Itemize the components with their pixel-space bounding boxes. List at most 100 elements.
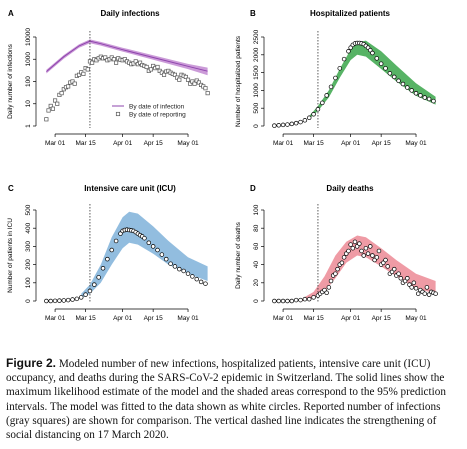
y-axis-label: Daily number of deaths <box>235 221 242 289</box>
reported-infection-square <box>175 75 180 80</box>
data-point <box>150 244 156 249</box>
reported-infection-square <box>111 57 116 62</box>
y-tick-label: 2500 <box>253 29 260 44</box>
data-point <box>320 100 325 106</box>
y-tick-label: 400 <box>25 222 32 233</box>
data-point <box>431 98 436 104</box>
reported-infection-square <box>50 106 55 111</box>
data-point <box>92 282 97 287</box>
data-point <box>52 298 58 304</box>
data-point <box>83 292 88 297</box>
y-tick-label: 1 <box>25 124 32 128</box>
x-tick-label: Mar 01 <box>45 140 66 147</box>
legend-label-infection: By date of infection <box>129 103 185 110</box>
x-tick-label: May 01 <box>177 315 199 322</box>
data-point <box>398 276 404 281</box>
data-point <box>61 298 67 303</box>
reported-infection-square <box>155 64 160 70</box>
data-point <box>163 256 169 262</box>
data-point <box>405 85 410 90</box>
data-point <box>285 298 290 304</box>
data-point <box>400 81 406 87</box>
data-point <box>311 295 316 300</box>
data-point <box>285 122 290 127</box>
reported-infection-square <box>122 57 127 62</box>
y-tick-label: 100 <box>25 76 32 87</box>
reported-infection-square <box>46 108 51 113</box>
data-point <box>65 297 71 303</box>
model-line <box>46 40 208 72</box>
x-tick-label: Mar 01 <box>273 140 294 147</box>
reported-infection-square <box>144 64 149 70</box>
data-point <box>276 123 281 128</box>
panel-title: Daily deaths <box>326 184 374 193</box>
data-point <box>374 255 380 260</box>
data-point <box>413 286 419 291</box>
data-point <box>411 280 417 286</box>
data-point <box>415 291 421 296</box>
reported-infection-square <box>188 81 193 86</box>
data-point <box>426 96 432 102</box>
reported-infection-square <box>90 60 95 65</box>
reported-infection-square <box>70 79 75 84</box>
y-tick-label: 40 <box>253 261 260 269</box>
reported-infection-square <box>77 72 82 77</box>
x-tick-label: Mar 15 <box>303 140 324 147</box>
data-point <box>105 256 110 262</box>
data-point <box>198 279 204 285</box>
data-point <box>409 88 414 93</box>
data-point <box>328 84 334 90</box>
y-tick-label: 60 <box>253 242 260 250</box>
reported-infection-square <box>172 72 177 77</box>
data-point <box>96 275 101 280</box>
data-point <box>365 251 371 256</box>
reported-infection-square <box>183 74 188 80</box>
data-point <box>44 298 49 304</box>
data-point <box>168 261 173 266</box>
data-point <box>181 268 186 274</box>
reported-infection-square <box>190 79 195 84</box>
data-point <box>324 290 329 296</box>
x-tick-label: Apr 01 <box>341 140 361 147</box>
x-tick-label: Apr 01 <box>113 140 133 147</box>
panel-d-daily-deaths: D Daily deaths 0 20 40 60 80 100 Daily number of… <box>235 184 438 322</box>
data-point <box>328 278 334 284</box>
data-point <box>352 239 358 245</box>
data-point <box>370 253 375 258</box>
y-tick-label: 500 <box>25 204 32 215</box>
panel-title: Hospitalized patients <box>310 9 391 18</box>
data-point <box>433 291 438 296</box>
y-tick-label: 0 <box>253 124 260 128</box>
data-point <box>357 241 362 246</box>
x-tick-label: Apr 01 <box>341 315 361 322</box>
data-point <box>100 265 106 271</box>
y-tick-label: 1000 <box>253 83 260 98</box>
data-point <box>396 78 401 84</box>
y-tick-label: 0 <box>253 299 260 303</box>
data-point <box>350 245 356 251</box>
y-tick-label: 1500 <box>253 65 260 80</box>
data-point <box>370 50 375 56</box>
data-point <box>409 285 414 290</box>
data-point <box>333 75 338 81</box>
panel-b-hospitalized-patients: B Hospitalized patients 0 500 1000 1500 2000 25… <box>235 9 436 147</box>
x-tick-label: Apr 01 <box>113 315 133 322</box>
reported-infection-square <box>138 60 143 65</box>
reported-infection-square <box>196 80 201 85</box>
x-tick-label: Mar 15 <box>75 140 96 147</box>
y-axis-label: Daily number of infections <box>7 43 14 119</box>
panel-letter: B <box>250 9 256 18</box>
data-point <box>293 297 299 303</box>
reported-infection-square <box>53 98 58 103</box>
reported-infection-square <box>205 91 210 96</box>
data-point <box>341 56 347 62</box>
reported-infection-square <box>151 63 156 68</box>
data-point <box>159 252 165 257</box>
y-tick-label: 2000 <box>253 47 260 62</box>
data-point <box>172 264 178 269</box>
data-point <box>155 247 160 253</box>
data-point <box>57 298 62 303</box>
data-point <box>280 122 286 128</box>
data-point <box>422 291 427 296</box>
